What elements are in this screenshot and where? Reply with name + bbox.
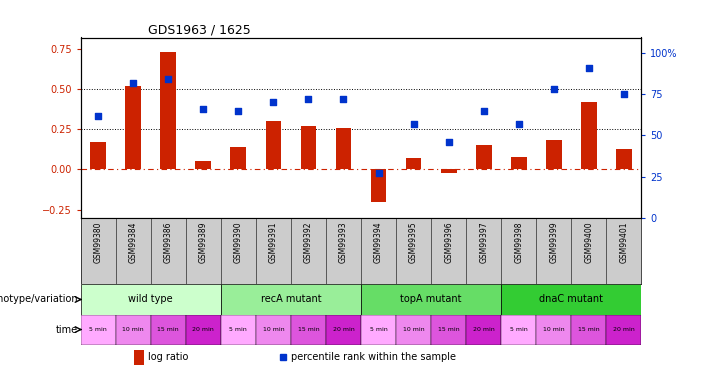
Bar <box>571 315 606 345</box>
Text: 15 min: 15 min <box>578 327 599 332</box>
Point <box>618 91 629 97</box>
Text: wild type: wild type <box>128 294 173 304</box>
Text: GSM99390: GSM99390 <box>234 221 243 262</box>
Text: GSM99386: GSM99386 <box>164 221 172 262</box>
Text: GSM99384: GSM99384 <box>129 221 137 262</box>
Point <box>268 99 279 105</box>
Text: GSM99393: GSM99393 <box>339 221 348 262</box>
Text: GSM99391: GSM99391 <box>269 221 278 262</box>
Text: GSM99389: GSM99389 <box>199 221 207 262</box>
Point <box>408 121 419 127</box>
Bar <box>266 121 281 170</box>
Bar <box>134 350 144 364</box>
Text: 5 min: 5 min <box>89 327 107 332</box>
Bar <box>336 128 351 170</box>
Text: 5 min: 5 min <box>229 327 247 332</box>
Bar <box>116 315 151 345</box>
Point <box>478 108 489 114</box>
Text: GDS1963 / 1625: GDS1963 / 1625 <box>148 23 251 36</box>
Bar <box>361 285 501 315</box>
Bar <box>151 315 186 345</box>
Text: topA mutant: topA mutant <box>400 294 462 304</box>
Text: GSM99394: GSM99394 <box>374 221 383 262</box>
Text: 10 min: 10 min <box>263 327 284 332</box>
Point <box>303 96 314 102</box>
Point <box>513 121 524 127</box>
Bar <box>431 315 466 345</box>
Text: genotype/variation: genotype/variation <box>0 294 78 304</box>
Bar <box>81 285 221 315</box>
Bar <box>361 315 396 345</box>
Point <box>443 139 454 145</box>
Text: 10 min: 10 min <box>403 327 424 332</box>
Point <box>93 112 104 118</box>
Text: GSM99398: GSM99398 <box>515 221 523 262</box>
Text: percentile rank within the sample: percentile rank within the sample <box>291 352 456 362</box>
Bar <box>256 315 291 345</box>
Bar <box>81 315 116 345</box>
Bar <box>221 315 256 345</box>
Bar <box>221 285 361 315</box>
Text: 10 min: 10 min <box>543 327 564 332</box>
Bar <box>301 126 316 170</box>
Text: 20 min: 20 min <box>472 327 495 332</box>
Point <box>163 76 174 82</box>
Bar <box>231 147 246 170</box>
Bar <box>291 315 326 345</box>
Point <box>338 96 349 102</box>
Bar <box>466 315 501 345</box>
Bar <box>511 157 526 170</box>
Point <box>373 170 384 176</box>
Bar <box>406 158 421 170</box>
Bar <box>125 86 141 170</box>
Text: GSM99392: GSM99392 <box>304 221 313 262</box>
Text: time: time <box>55 324 78 334</box>
Text: GSM99396: GSM99396 <box>444 221 453 262</box>
Text: GSM99401: GSM99401 <box>620 221 628 262</box>
Text: 20 min: 20 min <box>613 327 635 332</box>
Bar <box>396 315 431 345</box>
Bar <box>616 148 632 170</box>
Bar <box>536 315 571 345</box>
Text: GSM99395: GSM99395 <box>409 221 418 262</box>
Bar <box>90 142 106 170</box>
Text: GSM99380: GSM99380 <box>94 221 102 262</box>
Text: 10 min: 10 min <box>123 327 144 332</box>
Point <box>548 86 559 92</box>
Text: GSM99400: GSM99400 <box>585 221 593 262</box>
Text: 5 min: 5 min <box>369 327 388 332</box>
Text: 5 min: 5 min <box>510 327 528 332</box>
Point <box>233 108 244 114</box>
Point <box>583 65 594 71</box>
Text: 15 min: 15 min <box>298 327 319 332</box>
Text: 15 min: 15 min <box>438 327 459 332</box>
Bar <box>581 102 597 170</box>
Text: GSM99399: GSM99399 <box>550 221 558 262</box>
Bar <box>501 315 536 345</box>
Bar <box>186 315 221 345</box>
Text: 20 min: 20 min <box>332 327 355 332</box>
Bar <box>326 315 361 345</box>
Point <box>128 80 139 86</box>
Point <box>198 106 209 112</box>
Text: log ratio: log ratio <box>148 352 189 362</box>
Bar <box>371 170 386 202</box>
Text: 15 min: 15 min <box>158 327 179 332</box>
Bar <box>196 161 211 170</box>
Bar <box>476 146 491 170</box>
Bar <box>501 285 641 315</box>
Text: 20 min: 20 min <box>192 327 215 332</box>
Bar <box>161 52 176 170</box>
Text: recA mutant: recA mutant <box>261 294 321 304</box>
Text: dnaC mutant: dnaC mutant <box>539 294 604 304</box>
Bar <box>546 141 562 170</box>
Bar <box>441 170 456 172</box>
Text: GSM99397: GSM99397 <box>479 221 488 262</box>
Bar <box>606 315 641 345</box>
